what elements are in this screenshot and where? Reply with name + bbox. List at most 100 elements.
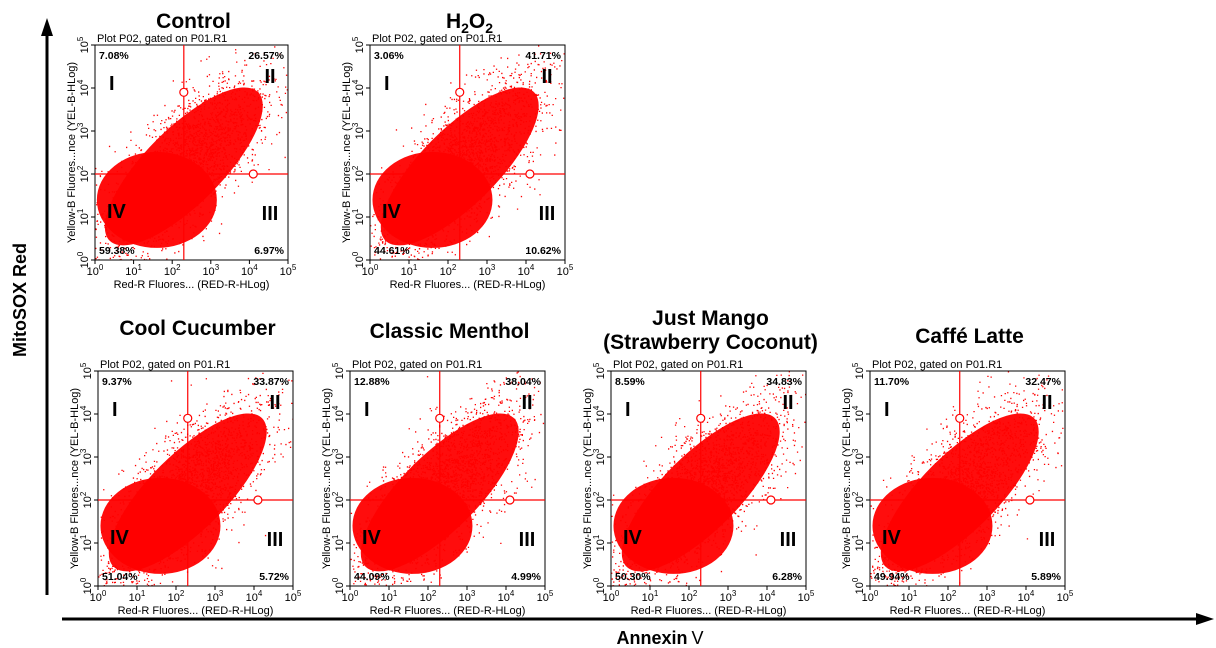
x-tick-label: 103 [207, 589, 224, 604]
x-tick-label: 100 [342, 589, 359, 604]
y-tick-base: 10 [79, 84, 91, 96]
y-tick-base: 10 [354, 41, 366, 53]
panel-title-text: Caffé Latte [915, 325, 1024, 348]
y-tick-label: 103 [351, 122, 366, 139]
x-tick-label: 100 [90, 589, 107, 604]
y-tick-base: 10 [854, 582, 866, 594]
x-tick-base: 10 [798, 592, 810, 604]
quadrant-ii-label: II [264, 66, 275, 88]
x-tick-label: 101 [125, 263, 142, 278]
x-tick-label: 100 [87, 263, 104, 278]
y-tick-base: 10 [82, 539, 94, 551]
x-tick-exp: 2 [693, 589, 698, 598]
x-tick-label: 103 [202, 263, 219, 278]
quadrant-ii-label: II [782, 392, 793, 414]
x-tick-label: 102 [440, 263, 457, 278]
y-tick-exp: 0 [592, 577, 601, 582]
y-tick-exp: 2 [79, 491, 88, 496]
quadrant-handle-v[interactable] [435, 413, 445, 423]
x-tick-base: 10 [362, 266, 374, 278]
y-tick-label: 103 [331, 448, 346, 465]
y-tick-label: 102 [79, 491, 94, 508]
quadrant-ii-label: II [541, 66, 552, 88]
quadrant-handle-h[interactable] [766, 495, 776, 505]
quadrant-handle-v[interactable] [455, 87, 465, 97]
x-axis-title: Red-R Fluores... (RED-R-HLog) [390, 279, 546, 291]
panel-title: Just Mango [652, 307, 769, 330]
y-tick-label: 102 [592, 491, 607, 508]
quadrant-handle-v[interactable] [179, 87, 189, 97]
x-tick-exp: 2 [432, 589, 437, 598]
quadrant-i-percent: 3.06% [374, 50, 404, 62]
y-tick-base: 10 [82, 582, 94, 594]
y-tick-exp: 4 [79, 405, 88, 410]
y-tick-base: 10 [334, 582, 346, 594]
quadrant-handle-h[interactable] [248, 169, 258, 179]
dot-cloud [98, 372, 293, 586]
y-tick-base: 10 [595, 453, 607, 465]
y-tick-exp: 4 [592, 405, 601, 410]
quadrant-iii-label: III [519, 529, 536, 551]
plot-frame [97, 370, 294, 587]
quadrant-iv-label: IV [107, 201, 127, 223]
x-tick-exp: 0 [102, 589, 107, 598]
x-tick-base: 10 [642, 592, 654, 604]
x-tick-label: 100 [603, 589, 620, 604]
quadrant-iv-percent: 49.94% [874, 571, 910, 583]
y-tick-label: 100 [351, 251, 366, 268]
quadrant-i-label: I [625, 399, 631, 421]
x-tick-base: 10 [125, 266, 137, 278]
y-tick-base: 10 [334, 410, 346, 422]
quadrant-handle-v[interactable] [955, 413, 965, 423]
x-tick-base: 10 [1057, 592, 1069, 604]
x-tick-exp: 0 [874, 589, 879, 598]
quadrant-ii-percent: 38.04% [505, 376, 541, 388]
quadrant-handle-h[interactable] [505, 495, 515, 505]
quadrant-handle-v[interactable] [183, 413, 193, 423]
y-tick-exp: 0 [351, 251, 360, 256]
y-tick-exp: 0 [79, 577, 88, 582]
quadrant-handle-h[interactable] [253, 495, 263, 505]
y-tick-label: 101 [331, 534, 346, 551]
quadrant-handle-h[interactable] [525, 169, 535, 179]
y-tick-exp: 5 [331, 362, 340, 367]
x-tick-base: 10 [603, 592, 615, 604]
y-tick-label: 102 [851, 491, 866, 508]
x-tick-base: 10 [537, 592, 549, 604]
y-tick-label: 105 [592, 362, 607, 379]
y-tick-base: 10 [354, 256, 366, 268]
quadrant-handle-v[interactable] [696, 413, 706, 423]
quadrant-handle-h[interactable] [1025, 495, 1035, 505]
quadrant-i-label: I [109, 73, 115, 95]
quadrant-i-percent: 9.37% [102, 376, 132, 388]
x-tick-label: 105 [1057, 589, 1074, 604]
plot-frame [869, 370, 1066, 587]
quadrant-i-percent: 11.70% [874, 376, 910, 388]
x-tick-label: 100 [862, 589, 879, 604]
quadrant-iv-label: IV [382, 201, 402, 223]
quadrant-ii-percent: 26.57% [248, 50, 284, 62]
y-tick-label: 105 [331, 362, 346, 379]
y-tick-exp: 5 [851, 362, 860, 367]
y-tick-base: 10 [595, 367, 607, 379]
panel-title-text: Control [156, 10, 231, 33]
x-axis-title: Red-R Fluores... (RED-R-HLog) [370, 605, 526, 617]
x-tick-label: 104 [759, 589, 776, 604]
x-tick-label: 101 [129, 589, 146, 604]
x-tick-base: 10 [681, 592, 693, 604]
x-tick-exp: 3 [219, 589, 224, 598]
y-tick-exp: 3 [79, 448, 88, 453]
y-tick-label: 100 [331, 577, 346, 594]
x-tick-base: 10 [202, 266, 214, 278]
panel-title-text: Cool Cucumber [119, 317, 275, 340]
panel-title-line2: (Strawberry Coconut) [603, 331, 818, 354]
x-tick-base: 10 [940, 592, 952, 604]
quadrant-ii-percent: 34.83% [766, 376, 802, 388]
y-tick-base: 10 [79, 170, 91, 182]
y-tick-label: 103 [851, 448, 866, 465]
y-tick-exp: 1 [331, 534, 340, 539]
quadrant-iii-percent: 6.97% [254, 245, 284, 257]
